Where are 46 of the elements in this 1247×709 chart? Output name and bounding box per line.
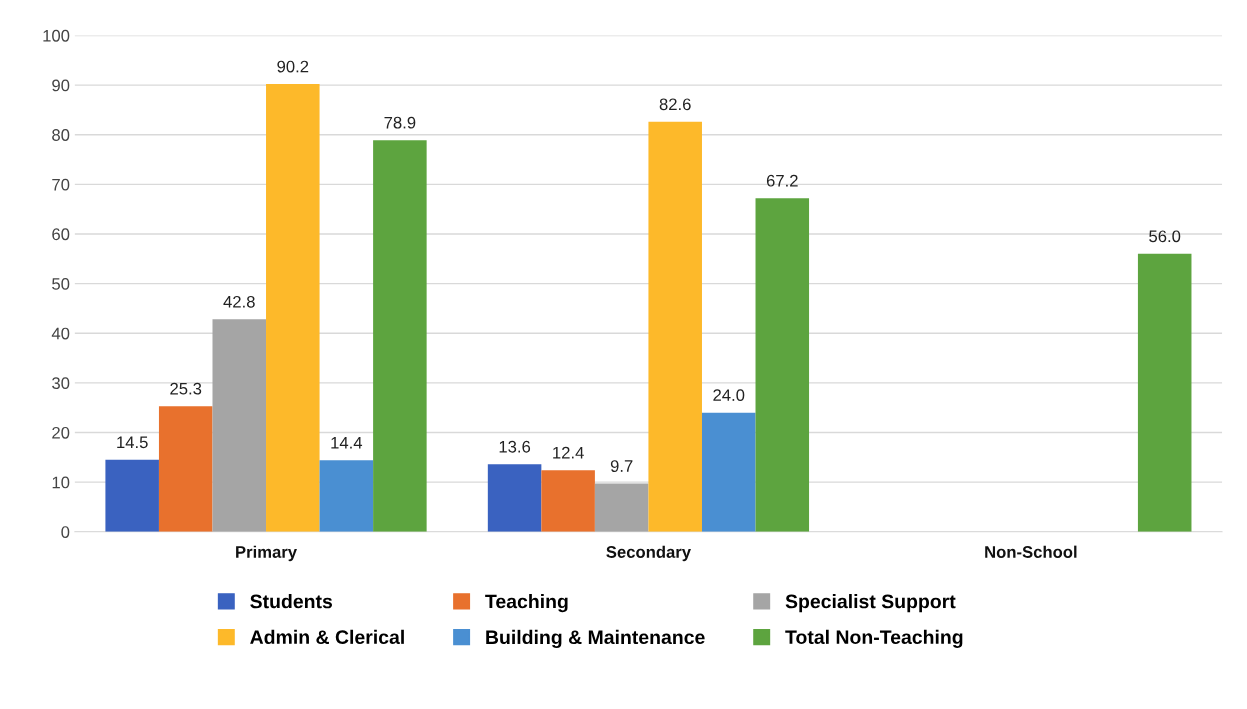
x-tick-label: Primary bbox=[236, 545, 297, 562]
bar bbox=[648, 121, 702, 532]
data-label: 56.0 bbox=[1149, 230, 1181, 243]
legend-label: Total Non-Teaching bbox=[785, 629, 963, 648]
data-label: 90.2 bbox=[277, 60, 309, 73]
data-label: 14.4 bbox=[331, 437, 363, 449]
data-label: 13.6 bbox=[499, 440, 531, 453]
y-tick-label: 50 bbox=[52, 278, 70, 290]
data-label: 42.8 bbox=[223, 295, 255, 308]
bar bbox=[541, 470, 595, 532]
y-tick-label: 30 bbox=[52, 377, 70, 390]
legend-label: Teaching bbox=[485, 594, 568, 613]
y-tick-label: 0 bbox=[61, 526, 70, 538]
bar bbox=[755, 198, 810, 532]
data-label: 14.5 bbox=[117, 436, 148, 449]
bar bbox=[1137, 253, 1192, 532]
data-label: 12.4 bbox=[553, 446, 584, 459]
y-tick-label: 60 bbox=[52, 228, 70, 241]
data-label: 9.7 bbox=[610, 460, 633, 472]
x-tick-label: Non-School bbox=[985, 545, 1077, 558]
y-tick-label: 90 bbox=[52, 79, 70, 92]
data-label: 78.9 bbox=[384, 116, 416, 129]
bar bbox=[319, 460, 374, 532]
bar bbox=[266, 84, 320, 532]
x-tick-label: Secondary bbox=[606, 545, 691, 562]
legend-label: Admin & Clerical bbox=[250, 629, 404, 645]
y-tick-label: 80 bbox=[52, 129, 70, 141]
y-tick-label: 70 bbox=[52, 178, 70, 191]
bar bbox=[158, 406, 213, 532]
bar bbox=[701, 412, 756, 532]
bar bbox=[487, 464, 542, 532]
data-label: 67.2 bbox=[766, 174, 798, 187]
data-label: 24.0 bbox=[713, 389, 745, 402]
legend-label: Specialist Support bbox=[785, 594, 956, 613]
y-tick-label: 100 bbox=[43, 29, 70, 42]
bar bbox=[594, 483, 649, 532]
data-label: 25.3 bbox=[170, 382, 202, 395]
y-tick-label: 10 bbox=[52, 476, 70, 489]
data-label: 82.6 bbox=[659, 98, 691, 111]
legend-label: Building & Maintenance bbox=[486, 629, 705, 649]
y-tick-label: 40 bbox=[51, 327, 70, 340]
bar bbox=[212, 319, 267, 532]
legend-label: Students bbox=[250, 594, 333, 609]
bar bbox=[105, 459, 159, 532]
bar bbox=[373, 140, 427, 532]
y-tick-label: 20 bbox=[52, 426, 70, 439]
